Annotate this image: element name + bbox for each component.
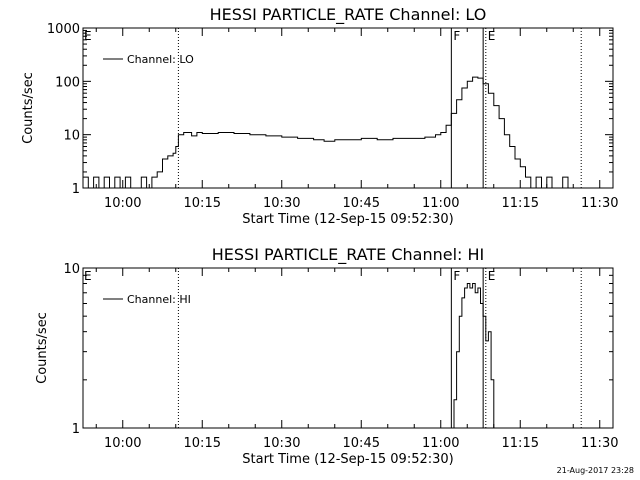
x-tick-label: 11:30 [581,196,618,211]
footer-timestamp: 21-Aug-2017 23:28 [556,466,634,475]
x-tick-label: 10:00 [104,436,141,451]
x-tick-label: 10:45 [343,436,380,451]
chart-panel-1: HESSI PARTICLE_RATE Channel: LO 10:00 10:1… [21,5,618,227]
x-tick-label: 11:15 [502,196,539,211]
chart-title: HESSI PARTICLE_RATE Channel: HI [212,245,485,265]
chart-panel-2: HESSI PARTICLE_RATE Channel: HI 10:00 10:1… [35,245,618,467]
y-tick-label: 10 [63,129,80,144]
legend-label: Channel: LO [127,53,194,66]
y-tick-label: 10 [63,262,80,277]
y-axis-label: Counts/sec [21,72,36,144]
plot-frame [82,267,614,429]
x-tick-label: 10:30 [263,436,300,451]
x-tick-label: 10:30 [263,196,300,211]
x-axis-label: Start Time (12-Sep-15 09:52:30) [242,452,453,467]
x-tick-label: 10:15 [184,436,221,451]
y-tick-label: 100 [55,75,80,90]
x-tick-label: 11:00 [422,436,459,451]
y-tick-label: 1 [72,182,80,197]
corner-flag-label: E [84,269,92,283]
series-line-channel-lo [83,76,574,189]
plot-frame [82,27,614,189]
x-tick-label: 11:30 [581,436,618,451]
x-tick-label: 11:00 [422,196,459,211]
x-tick-label: 10:15 [184,196,221,211]
x-tick-label: 11:15 [502,436,539,451]
x-tick-label: 10:45 [343,196,380,211]
event-marker-label: E [488,269,496,283]
x-axis-label: Start Time (12-Sep-15 09:52:30) [242,212,453,227]
y-axis-label: Counts/sec [35,312,50,384]
legend-label: Channel: HI [127,293,191,306]
corner-flag-label: E [84,29,92,43]
chart-title: HESSI PARTICLE_RATE Channel: LO [210,5,487,25]
series-line-channel-hi [451,283,495,429]
y-tick-label: 1 [72,422,80,437]
event-marker-label: F [453,29,460,43]
y-tick-label: 1000 [47,22,80,37]
event-marker-label: E [488,29,496,43]
event-marker-label: F [453,269,460,283]
x-tick-label: 10:00 [104,196,141,211]
